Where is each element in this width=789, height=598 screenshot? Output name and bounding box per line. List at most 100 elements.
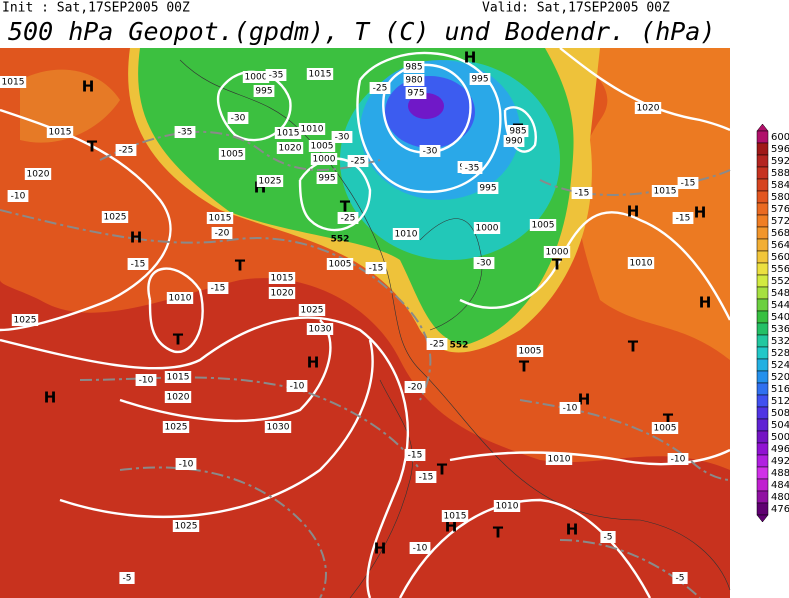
label-box bbox=[115, 144, 137, 156]
label-box bbox=[253, 85, 275, 97]
contour-label: 1010 bbox=[395, 230, 418, 240]
label-box bbox=[211, 227, 233, 239]
label-box bbox=[162, 421, 190, 433]
contour-label: -10 bbox=[290, 382, 305, 392]
pressure-center-label: H bbox=[307, 354, 320, 372]
label-box bbox=[516, 345, 544, 357]
pressure-center-label: H bbox=[627, 203, 640, 221]
colorbar-label: 552 bbox=[771, 276, 789, 287]
label-box bbox=[473, 257, 495, 269]
colorbar-label: 568 bbox=[771, 228, 789, 239]
pressure-center-label: H bbox=[699, 294, 712, 312]
contour-label: 1010 bbox=[301, 125, 324, 135]
pressure-center-label: T bbox=[437, 461, 448, 479]
geopotential-label: 552 bbox=[450, 341, 469, 351]
contour-label: -5 bbox=[604, 533, 613, 543]
contour-label: -30 bbox=[477, 259, 492, 269]
contour-label: 990 bbox=[505, 137, 522, 147]
contour-label: 1025 bbox=[14, 316, 37, 326]
label-box bbox=[469, 73, 491, 85]
contour-label: 1005 bbox=[519, 347, 542, 357]
colorbar-label: 520 bbox=[771, 372, 789, 383]
colorbar-box bbox=[756, 382, 769, 396]
contour-label: -25 bbox=[341, 214, 356, 224]
colorbar-label: 504 bbox=[771, 420, 789, 431]
label-box bbox=[331, 131, 353, 143]
label-box bbox=[369, 82, 391, 94]
colorbar-label: 484 bbox=[771, 480, 789, 491]
pressure-center-label: H bbox=[130, 229, 143, 247]
label-box bbox=[493, 500, 521, 512]
colorbar-box bbox=[756, 166, 769, 180]
contour-label: -20 bbox=[408, 383, 423, 393]
contour-label: 1015 bbox=[654, 187, 677, 197]
label-box bbox=[242, 71, 270, 83]
colorbar-label: 564 bbox=[771, 240, 789, 251]
contour-label: 1005 bbox=[311, 142, 334, 152]
valid-time: Valid: Sat,17SEP2005 00Z bbox=[482, 1, 670, 16]
label-box bbox=[206, 212, 234, 224]
label-box bbox=[419, 145, 441, 157]
contour-label: 1020 bbox=[27, 170, 50, 180]
label-box bbox=[166, 292, 194, 304]
contour-label: -10 bbox=[11, 192, 26, 202]
contour-label: -15 bbox=[681, 179, 696, 189]
colorbar-box bbox=[756, 214, 769, 228]
colorbar-label: 524 bbox=[771, 360, 789, 371]
label-box bbox=[227, 112, 249, 124]
contour-label: 995 bbox=[479, 184, 496, 194]
colorbar-box bbox=[756, 430, 769, 444]
contour-label: -25 bbox=[430, 340, 445, 350]
label-box bbox=[0, 76, 27, 88]
colorbar: 6005965925885845805765725685645605565525… bbox=[756, 123, 789, 523]
label-box bbox=[627, 257, 655, 269]
colorbar-box bbox=[756, 178, 769, 192]
label-box bbox=[409, 542, 431, 554]
colorbar-box bbox=[756, 478, 769, 492]
label-box bbox=[441, 510, 469, 522]
pressure-center-label: H bbox=[82, 78, 95, 96]
pressure-center-label: H bbox=[694, 204, 707, 222]
contour-label: -15 bbox=[369, 264, 384, 274]
contour-label: 1005 bbox=[221, 150, 244, 160]
colorbar-label: 580 bbox=[771, 192, 789, 203]
contour-label: 1000 bbox=[245, 73, 268, 83]
contour-label: -15 bbox=[575, 189, 590, 199]
colorbar-box bbox=[756, 418, 769, 432]
label-box bbox=[667, 453, 689, 465]
label-box bbox=[119, 572, 135, 584]
contour-label: -25 bbox=[351, 157, 366, 167]
label-box bbox=[286, 380, 308, 392]
label-box bbox=[310, 153, 338, 165]
pressure-center-label: H bbox=[44, 389, 57, 407]
colorbar-label: 548 bbox=[771, 288, 789, 299]
contour-label: 1020 bbox=[271, 289, 294, 299]
pressure-center-label: H bbox=[578, 391, 591, 409]
contour-label: 1015 bbox=[2, 78, 25, 88]
colorbar-label: 572 bbox=[771, 216, 789, 227]
contour-label: -30 bbox=[231, 114, 246, 124]
label-box bbox=[174, 126, 196, 138]
contour-label: 1005 bbox=[329, 260, 352, 270]
colorbar-box bbox=[756, 370, 769, 384]
colorbar-label: 576 bbox=[771, 204, 789, 215]
contour-label: -15 bbox=[131, 260, 146, 270]
pressure-center-label: H bbox=[464, 49, 477, 67]
label-box bbox=[298, 123, 326, 135]
contour-label: 1015 bbox=[309, 70, 332, 80]
label-box bbox=[316, 172, 338, 184]
colorbar-label: 544 bbox=[771, 300, 789, 311]
label-box bbox=[135, 374, 157, 386]
colorbar-label: 592 bbox=[771, 156, 789, 167]
contour-label: 1010 bbox=[548, 455, 571, 465]
contour-label: -35 bbox=[178, 128, 193, 138]
label-box bbox=[415, 471, 437, 483]
pressure-center-label: T bbox=[173, 331, 184, 349]
label-box bbox=[306, 68, 334, 80]
contour-label: 1030 bbox=[309, 325, 332, 335]
label-box bbox=[298, 304, 326, 316]
contour-label: -15 bbox=[419, 473, 434, 483]
label-box bbox=[46, 126, 74, 138]
